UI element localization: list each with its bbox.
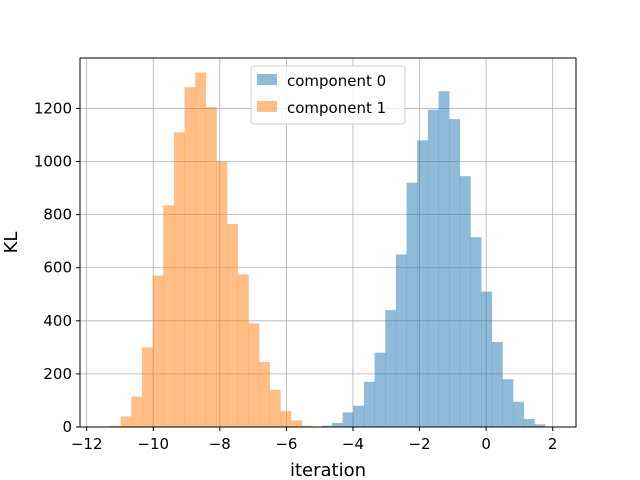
histogram-bar-component-1 [173,132,185,427]
y-tick-label: 1200 [34,99,72,117]
histogram-bar-component-0 [449,119,461,427]
y-tick-label: 200 [43,365,72,383]
histogram-bar-component-0 [438,91,450,427]
y-tick-label: 800 [43,206,72,224]
legend-label-component-0: component 0 [287,72,386,90]
histogram-bar-component-0 [459,176,471,427]
x-axis-label: iteration [290,460,366,480]
histogram-bar-component-1 [269,389,281,427]
x-tick-label: −10 [137,435,169,453]
histogram-bar-component-0 [406,182,418,427]
histogram-bar-component-1 [184,87,196,427]
histogram-bar-component-1 [301,425,313,427]
histogram-bar-component-1 [163,205,175,427]
histogram-bar-component-1 [248,323,260,427]
y-tick-label: 0 [62,418,72,436]
histogram-bar-component-0 [513,401,525,427]
histogram-bar-component-1 [259,361,271,427]
x-tick-label: −8 [209,435,231,453]
y-tick-label: 600 [43,259,72,277]
histogram-bar-component-0 [491,342,503,427]
histogram-bar-component-1 [227,223,239,427]
histogram-bar-component-0 [395,254,407,427]
x-tick-label: −6 [275,435,297,453]
legend-box [250,65,406,125]
histogram-bar-component-0 [470,237,482,427]
y-tick-label: 400 [43,312,72,330]
legend-swatch-component-1 [257,101,277,112]
histogram-bar-component-0 [481,291,493,427]
histogram-bar-component-0 [502,379,514,427]
x-tick-label: 2 [548,435,558,453]
y-axis-label: KL [1,232,22,254]
histogram-bar-component-1 [131,396,143,427]
x-tick-label: −12 [71,435,103,453]
y-tick-label: 1000 [34,153,72,171]
histogram-bar-component-0 [374,352,386,427]
legend-label-component-1: component 1 [287,99,386,117]
plot-frame [79,57,577,428]
histogram-bar-component-0 [534,424,546,427]
histogram-bar-component-1 [291,420,303,427]
axis-ticks: −12 −10 −8 −6 −4 −2 0 2 0 200 400 600 800 1000 1200 [34,99,558,453]
histogram-bar-component-0 [417,140,429,427]
histogram-bar-component-1 [141,347,153,427]
x-tick-label: 0 [481,435,491,453]
legend: component 0 component 1 [250,65,406,125]
histogram-bar-component-1 [120,416,132,427]
histogram-bars [109,72,556,428]
histogram-bar-component-0 [427,109,439,428]
histogram-bar-component-1 [237,274,249,427]
histogram-bar-component-1 [205,107,217,427]
histogram-bar-component-1 [216,161,228,427]
histogram-bar-component-1 [109,425,121,427]
x-tick-label: −4 [342,435,364,453]
legend-swatch-component-0 [257,74,277,85]
histogram-bar-component-1 [280,411,292,427]
histogram-bar-component-0 [342,412,354,427]
histogram-bar-component-1 [195,72,207,428]
histogram-bar-component-0 [353,405,365,427]
histogram-bar-component-0 [523,419,535,427]
x-tick-label: −2 [408,435,430,453]
histogram-bar-component-0 [363,381,375,427]
histogram-bar-component-1 [152,275,164,427]
histogram-bar-component-0 [321,425,333,427]
histogram-bar-component-0 [385,310,397,427]
histogram-bar-component-0 [331,423,343,427]
